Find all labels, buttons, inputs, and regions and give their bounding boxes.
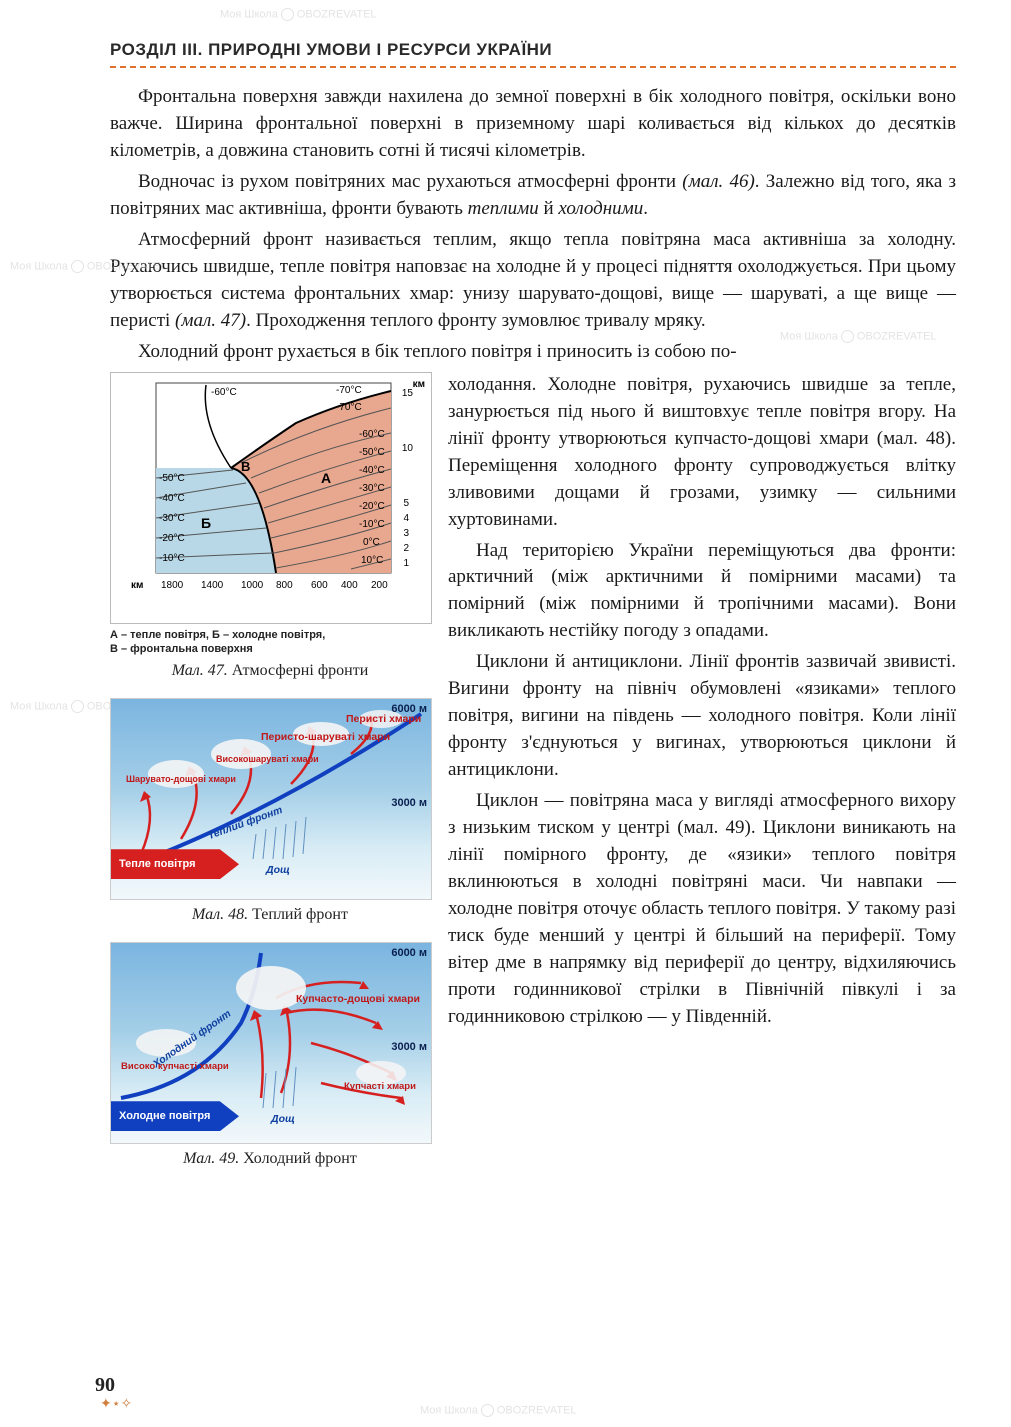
altitude-label: 3000 м [391,1041,427,1053]
paragraph-6: Циклони й антициклони. Лінії фронтів заз… [448,649,956,784]
temp-label: -50°C [359,447,385,458]
cloud-label: Шарувато-дощові хмари [126,774,236,784]
figure-49-diagram: 6000 м 3000 м Холодне повітря Холодний ф… [110,942,432,1144]
svg-text:А: А [321,470,331,486]
paragraph-7: Циклон — повітряна маса у вигляді атмосф… [448,788,956,1031]
rain-label: Дощ [271,1113,295,1125]
svg-text:-70°C: -70°C [336,402,362,413]
temp-label: -30°C [359,483,385,494]
cloud-label: Купчасті хмари [344,1081,416,1092]
x-axis-unit: км [131,580,143,591]
paragraph-2: Водночас із рухом повітряних мас рухають… [110,169,956,223]
altitude-label: 6000 м [391,947,427,959]
page-ornament: ✦⋆✧ [100,1396,132,1413]
x-tick: 200 [371,580,388,591]
body-text-top: Фронтальна поверхня завжди нахилена до з… [110,84,956,366]
paragraph-3: Атмосферний фронт називається теплим, як… [110,227,956,335]
temp-label: -60°C [359,429,385,440]
cloud-label: Перисті хмари [346,713,421,725]
x-tick: 1000 [241,580,263,591]
page-number: 90 [95,1374,115,1397]
temp-label: -30°C [159,513,185,524]
fig49-caption: Мал. 49. Холодний фронт [110,1150,430,1168]
temp-label: -40°C [159,493,185,504]
svg-text:В: В [241,459,250,474]
temp-label: -10°C [359,519,385,530]
x-tick: 1800 [161,580,183,591]
x-tick: 800 [276,580,293,591]
figure-48-diagram: 6000 м 3000 м Тепле повітря Теплий фронт… [110,698,432,900]
x-tick: 400 [341,580,358,591]
x-tick: 1400 [201,580,223,591]
cold-air-arrow: Холодне повітря [111,1101,239,1131]
y-axis-unit: км [413,379,425,390]
y-tick: 2 [403,543,409,554]
figure-49: 6000 м 3000 м Холодне повітря Холодний ф… [110,942,430,1168]
x-tick: 600 [311,580,328,591]
fig47-legend: А – тепле повітря, Б – холодне повітря, … [110,628,430,657]
temp-label: 0°C [363,537,380,548]
paragraph-4: холодання. Холодне повітря, рухаючись шв… [448,372,956,534]
textbook-page: Моя ШколаOBOZREVATEL Моя ШколаOBOZREVATE… [0,0,1011,1427]
fig47-caption: Мал. 47. Атмосферні фронти [110,662,430,680]
paragraph-4-lead: Холодний фронт рухається в бік теплого п… [110,339,956,366]
y-tick: 15 [402,388,413,399]
svg-text:-60°C: -60°C [211,387,237,398]
watermark: Моя ШколаOBOZREVATEL [220,8,377,21]
two-column-layout: А Б В -60°C -70°C -70°C -50°C -40°C -30°… [110,372,956,1187]
section-header: РОЗДІЛ III. ПРИРОДНІ УМОВИ І РЕСУРСИ УКР… [110,40,956,68]
y-tick: 10 [402,443,413,454]
cloud-label: Високошаруваті хмари [216,754,319,764]
cloud-label: Перисто-шаруваті хмари [261,731,390,743]
figure-48: 6000 м 3000 м Тепле повітря Теплий фронт… [110,698,430,924]
temp-label: -20°C [359,501,385,512]
cloud-label: Купчасто-дощові хмари [296,993,420,1005]
watermark: Моя ШколаOBOZREVATEL [420,1404,577,1417]
figure-47-chart: А Б В -60°C -70°C -70°C -50°C -40°C -30°… [110,372,432,624]
warm-air-arrow: Тепле повітря [111,849,239,879]
figure-47: А Б В -60°C -70°C -70°C -50°C -40°C -30°… [110,372,430,681]
temp-label: -50°C [159,473,185,484]
paragraph-1: Фронтальна поверхня завжди нахилена до з… [110,84,956,165]
temp-label: -10°C [159,553,185,564]
y-tick: 4 [403,513,409,524]
rain-label: Дощ [266,864,290,876]
fig48-caption: Мал. 48. Теплий фронт [110,906,430,924]
y-tick: 3 [403,528,409,539]
svg-text:Б: Б [201,515,211,531]
svg-text:-70°C: -70°C [336,385,362,396]
y-tick: 5 [403,498,409,509]
temp-label: -40°C [359,465,385,476]
paragraph-5: Над територією України переміщуються два… [448,538,956,646]
y-tick: 1 [403,558,409,569]
cloud-label: Високо купчасті хмари [121,1061,229,1072]
temp-label: -20°C [159,533,185,544]
text-column: холодання. Холодне повітря, рухаючись шв… [448,372,956,1187]
altitude-label: 3000 м [391,797,427,809]
temp-label: 10°C [361,555,383,566]
figures-column: А Б В -60°C -70°C -70°C -50°C -40°C -30°… [110,372,430,1187]
